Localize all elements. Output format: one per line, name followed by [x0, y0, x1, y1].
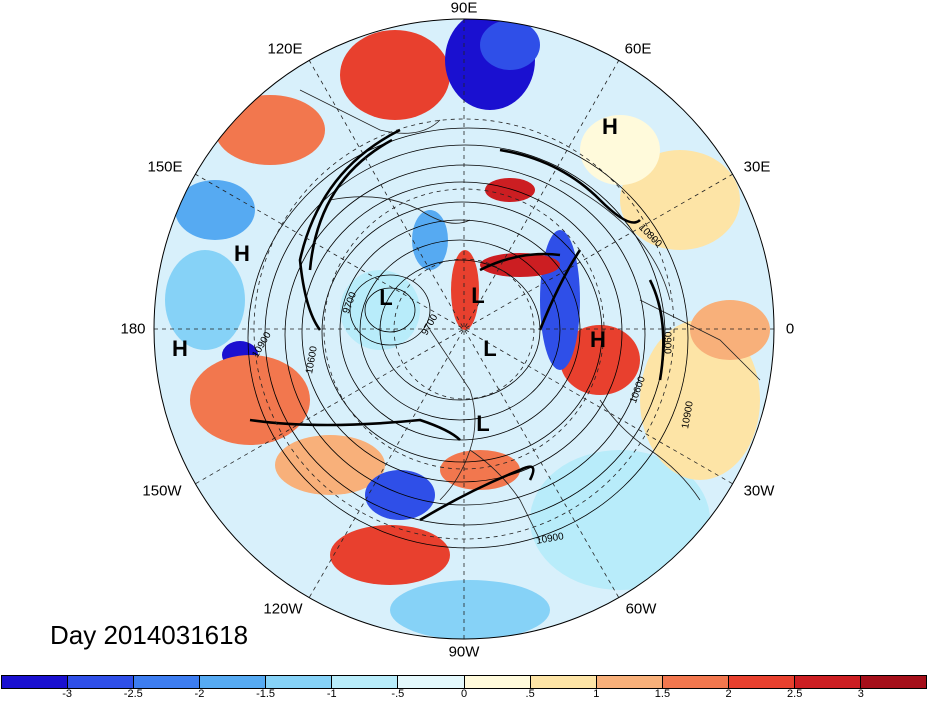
colorbar-segment — [794, 676, 862, 688]
anomaly-field — [165, 19, 770, 639]
height-contours — [247, 127, 689, 549]
colorbar-segment — [134, 676, 201, 688]
colorbar-segment — [398, 676, 465, 688]
colorbar-tick-label: -1.5 — [256, 688, 276, 700]
colorbar-segment — [2, 676, 69, 688]
lon-label-90w: 90W — [448, 643, 480, 661]
colorbar-tick-label: .5 — [525, 688, 535, 700]
low-pressure-label: L — [471, 283, 485, 308]
colorbar-tick-label: 2 — [725, 688, 732, 700]
colorbar-tick-label: 2.5 — [787, 688, 803, 700]
colorbar — [1, 675, 927, 689]
colorbar-tick-label: 0 — [460, 688, 468, 700]
colorbar-segment — [68, 676, 135, 688]
high-pressure-label: H — [590, 327, 606, 352]
colorbar-segment — [861, 676, 927, 688]
colorbar-tick-label: -3 — [62, 688, 73, 700]
lon-label-120w: 120W — [263, 600, 303, 618]
colorbar-segment — [200, 676, 267, 688]
high-pressure-label: H — [602, 114, 618, 139]
colorbar-segment — [596, 676, 663, 688]
lon-label-60w: 60W — [625, 600, 657, 618]
map-disc — [154, 19, 774, 639]
high-pressure-label: H — [172, 336, 188, 361]
lon-label-150w: 150W — [142, 482, 182, 500]
colorbar-tick-label: 1.5 — [654, 688, 671, 700]
colorbar-tick-label: -1 — [326, 688, 337, 700]
colorbar-segment — [332, 676, 399, 688]
jet-streams — [249, 128, 665, 522]
colorbar-tick-label: 3 — [857, 688, 864, 700]
contour-label: 10900 — [661, 326, 673, 354]
lon-label-120e: 120E — [267, 40, 303, 58]
colorbar-tick-label: -2 — [194, 688, 205, 700]
map-border — [153, 18, 775, 640]
coastlines — [299, 89, 761, 541]
colorbar-segment — [530, 676, 597, 688]
low-pressure-label: L — [476, 411, 490, 436]
colorbar-tick-label: -2.5 — [123, 688, 143, 700]
lon-label-30w: 30W — [743, 482, 775, 500]
lon-label-150e: 150E — [147, 158, 183, 176]
colorbar-tick-label: 1 — [593, 688, 600, 700]
lon-label-60e: 60E — [624, 40, 652, 58]
colorbar-tick-label: -.5 — [391, 688, 405, 700]
colorbar-segment — [662, 676, 729, 688]
colorbar-segment — [266, 676, 333, 688]
lon-label-90e: 90E — [450, 0, 478, 17]
high-pressure-label: H — [234, 241, 250, 266]
lon-label-180: 180 — [120, 320, 146, 338]
lon-label-0: 0 — [785, 320, 795, 338]
lon-label-30e: 30E — [743, 158, 771, 176]
colorbar-segment — [728, 676, 795, 688]
colorbar-segment — [464, 676, 531, 688]
graticule — [154, 19, 774, 639]
low-pressure-label: L — [379, 285, 393, 310]
low-pressure-label: L — [483, 336, 497, 361]
day-label: Day 2014031618 — [50, 620, 249, 650]
